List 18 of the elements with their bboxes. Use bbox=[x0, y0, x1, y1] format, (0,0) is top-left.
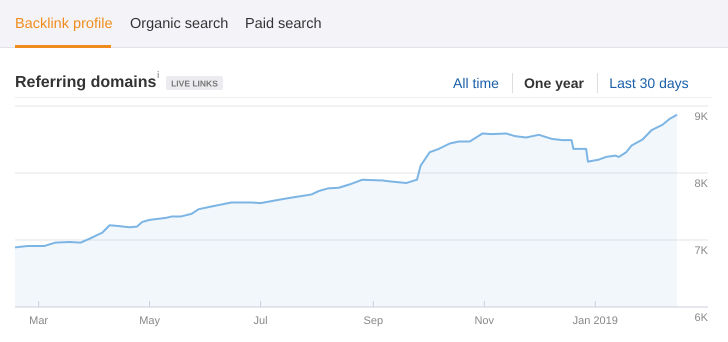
x-tick-label: Mar bbox=[29, 315, 48, 327]
chart-title: Referring domains bbox=[15, 74, 156, 91]
text: Paid search bbox=[245, 16, 322, 32]
text: Backlink profile bbox=[15, 16, 113, 32]
text: Last 30 days bbox=[609, 75, 689, 91]
text: All time bbox=[453, 75, 500, 91]
y-tick-label: 6K bbox=[694, 312, 709, 324]
x-tick-label: Jul bbox=[254, 315, 268, 327]
y-tick-label: 8K bbox=[694, 178, 709, 190]
y-tick-label: 9K bbox=[694, 111, 709, 123]
text: Organic search bbox=[130, 16, 228, 32]
x-tick-label: Nov bbox=[474, 315, 495, 327]
x-tick-label: Sep bbox=[364, 315, 384, 327]
text: One year bbox=[524, 75, 585, 91]
y-tick-label: 7K bbox=[694, 245, 709, 257]
chart-subtitle: LIVE LINKS bbox=[171, 78, 218, 88]
x-tick-label: May bbox=[139, 315, 160, 327]
x-tick-label: Jan 2019 bbox=[572, 315, 618, 327]
